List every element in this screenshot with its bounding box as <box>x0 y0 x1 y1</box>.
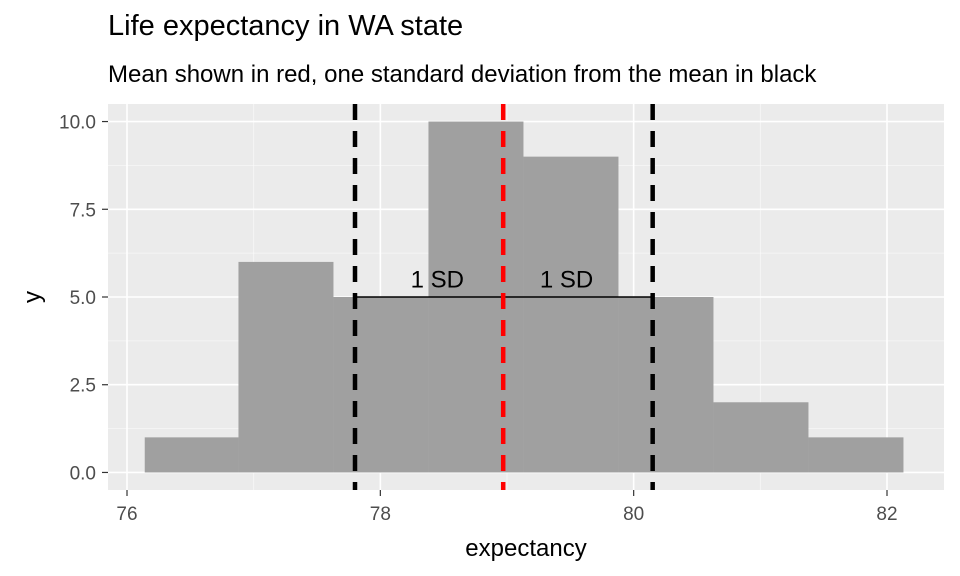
histogram-bar <box>333 297 429 473</box>
x-tick-label: 76 <box>116 504 137 525</box>
x-tick-label: 80 <box>623 504 644 525</box>
chart-subtitle: Mean shown in red, one standard deviatio… <box>108 61 817 88</box>
x-tick-label: 82 <box>876 504 897 525</box>
y-tick-label: 2.5 <box>70 376 96 397</box>
histogram-bar <box>238 261 334 473</box>
x-tick-label: 78 <box>370 504 391 525</box>
histogram-bar <box>144 437 239 473</box>
chart-title: Life expectancy in WA state <box>108 10 464 42</box>
histogram-bar <box>713 402 809 473</box>
y-tick-label: 7.5 <box>70 200 96 221</box>
sd-annotations: 1 SD 1 SD <box>411 266 594 293</box>
y-axis: 0.0 2.5 5.0 7.5 10.0 <box>59 113 108 484</box>
y-tick-label: 0.0 <box>70 463 96 484</box>
sd-label: 1 SD <box>411 266 464 293</box>
x-axis-label: expectancy <box>465 535 586 562</box>
x-axis: 76 78 80 82 <box>116 490 898 525</box>
histogram-bar <box>618 297 714 473</box>
reference-lines <box>352 104 655 490</box>
y-axis-label: y <box>19 291 46 303</box>
histogram-bar <box>523 156 619 473</box>
sd-label: 1 SD <box>540 266 593 293</box>
histogram-bar <box>808 437 904 473</box>
y-tick-label: 5.0 <box>70 288 96 309</box>
y-tick-label: 10.0 <box>59 113 96 134</box>
